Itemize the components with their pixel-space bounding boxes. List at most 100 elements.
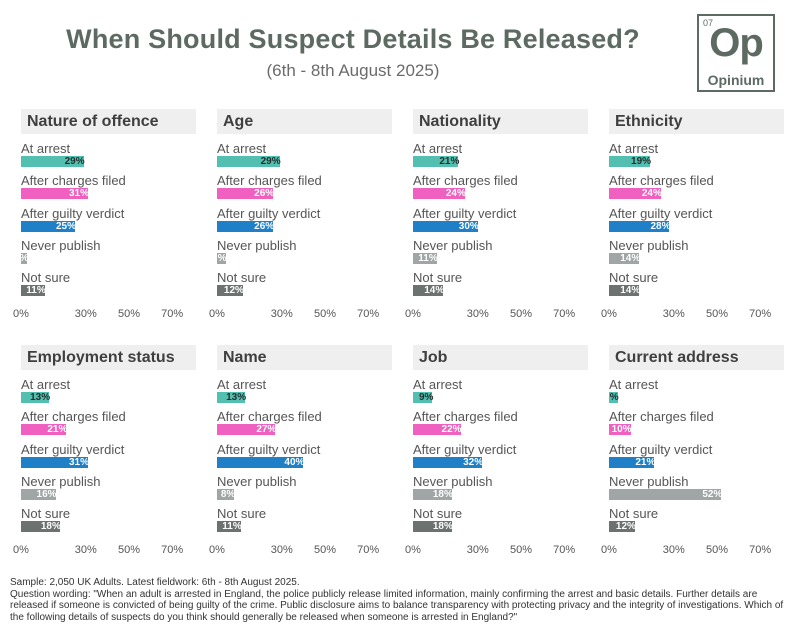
- bar-row-at-arrest: At arrest 29%: [217, 141, 392, 171]
- panel-current-address: Current address At arrest% After charges f…: [601, 345, 784, 556]
- data-label: 30%: [458, 220, 479, 232]
- bar-row-at-arrest: At arrest 13%: [21, 377, 196, 407]
- bar-after-charges-filed: [609, 424, 631, 436]
- x-tick-label: 30%: [74, 308, 97, 320]
- data-label: 14%: [424, 285, 445, 297]
- x-tick-label: 30%: [74, 544, 97, 556]
- category-label: Not sure: [217, 506, 267, 522]
- bar-row-not-sure: Not sure 14%: [413, 270, 588, 300]
- x-tick-label: 50%: [509, 544, 533, 556]
- category-label: After charges filed: [21, 409, 126, 425]
- data-label: 10%: [611, 424, 632, 436]
- x-tick-label: 30%: [662, 544, 685, 556]
- data-label: 27%: [256, 424, 277, 436]
- category-label: Never publish: [21, 237, 101, 253]
- category-label: Never publish: [413, 237, 493, 253]
- x-tick-label: 50%: [705, 544, 729, 556]
- bar-row-after-charges-filed: After charges filed 21%: [21, 409, 196, 439]
- bar-at-arrest: [21, 156, 84, 167]
- bar-after-charges-filed: [21, 424, 67, 436]
- category-label: Never publish: [21, 473, 101, 489]
- bar-row-never-publish: Never publish 18%: [413, 474, 588, 504]
- data-label: 14%: [620, 252, 641, 264]
- bar-not-sure: [609, 285, 640, 297]
- data-label: 13%: [30, 392, 51, 403]
- bar-row-never-publish: Never publish 14%: [609, 238, 784, 268]
- footnote: Sample: 2,050 UK Adults. Latest fieldwor…: [10, 577, 790, 623]
- data-label: 24%: [445, 188, 466, 200]
- bar-at-arrest: [609, 156, 651, 167]
- category-label: After charges filed: [413, 409, 518, 425]
- data-label: 11%: [26, 285, 46, 297]
- bar-not-sure: [21, 285, 45, 297]
- panel-title: Name: [217, 345, 392, 370]
- bar-after-charges-filed: [21, 188, 88, 200]
- x-tick-label: 30%: [270, 308, 293, 320]
- bar-after-guilty-verdict: [217, 456, 304, 468]
- category-label: Not sure: [21, 506, 71, 522]
- bar-never-publish: [609, 488, 722, 500]
- bar-row-never-publish: Never publish%: [217, 238, 392, 268]
- data-label: 18%: [432, 488, 453, 500]
- bar-after-charges-filed: [413, 188, 465, 200]
- data-label: 28%: [650, 220, 671, 232]
- x-tick-label: 0%: [405, 544, 421, 556]
- data-label: 19%: [631, 156, 652, 167]
- x-tick-label: 50%: [705, 308, 729, 320]
- bar-after-guilty-verdict: [413, 220, 478, 232]
- bar-never-publish: [21, 488, 56, 500]
- x-tick-label: 0%: [405, 308, 421, 320]
- category-label: After guilty verdict: [21, 205, 125, 221]
- data-label: 12%: [223, 285, 244, 297]
- category-label: At arrest: [21, 377, 71, 392]
- bar-at-arrest: [413, 392, 433, 403]
- panel-title: Employment status: [21, 345, 196, 370]
- bar-never-publish: [217, 252, 226, 264]
- bar-at-arrest: [609, 392, 618, 403]
- data-label: 31%: [68, 188, 89, 200]
- data-label: 12%: [615, 521, 636, 533]
- data-label: 26%: [254, 188, 275, 200]
- bar-row-at-arrest: At arrest 9%: [413, 377, 588, 407]
- category-label: Never publish: [413, 473, 493, 489]
- bar-row-after-guilty-verdict: After guilty verdict 40%: [217, 442, 392, 472]
- category-label: Not sure: [609, 506, 659, 522]
- data-label: 29%: [64, 156, 85, 167]
- x-tick-label: 30%: [662, 308, 685, 320]
- x-axis: 0% 30% 50% 70%: [601, 308, 784, 322]
- bar-at-arrest: [217, 156, 280, 167]
- data-label: 21%: [635, 456, 656, 468]
- panel-age: Age At arrest 29% After charges filed 26% Aft…: [209, 109, 392, 320]
- category-label: At arrest: [21, 141, 71, 156]
- bar-row-at-arrest: At arrest 19%: [609, 141, 784, 171]
- x-tick-label: 70%: [161, 308, 184, 320]
- bar-row-after-guilty-verdict: After guilty verdict 30%: [413, 206, 588, 236]
- data-label: 11%: [222, 521, 242, 533]
- category-label: After charges filed: [21, 173, 126, 189]
- panel-title: Age: [217, 109, 392, 134]
- data-label: 40%: [284, 456, 305, 468]
- x-tick-label: 50%: [117, 308, 141, 320]
- bar-row-never-publish: Never publish%: [20, 237, 196, 268]
- footnote-sample: Sample: 2,050 UK Adults. Latest fieldwor…: [10, 577, 300, 588]
- bar-row-after-charges-filed: After charges filed 22%: [413, 409, 588, 439]
- chart-subtitle: (6th - 8th August 2025): [266, 61, 440, 80]
- bar-at-arrest: [217, 392, 246, 403]
- category-label: Not sure: [21, 270, 71, 286]
- panel-title: Job: [413, 345, 588, 370]
- panel-name: Name At arrest 13% After charges filed 27% Af…: [209, 345, 392, 556]
- category-label: Not sure: [413, 270, 463, 286]
- bar-row-after-guilty-verdict: After guilty verdict 25%: [21, 206, 196, 236]
- x-tick-label: 70%: [749, 544, 772, 556]
- bar-row-at-arrest: At arrest 29%: [21, 141, 196, 171]
- bar-row-not-sure: Not sure 14%: [609, 270, 784, 300]
- category-label: At arrest: [609, 141, 659, 156]
- data-label: 21%: [47, 424, 68, 436]
- category-label: Not sure: [413, 506, 463, 522]
- footnote-question-wording: Question wording: "When an adult is arre…: [10, 588, 784, 623]
- bar-row-after-charges-filed: After charges filed 26%: [217, 173, 392, 203]
- bar-row-at-arrest: At arrest 13%: [217, 377, 392, 407]
- panel-title: Current address: [609, 345, 784, 370]
- x-tick-label: 30%: [466, 544, 489, 556]
- bar-after-guilty-verdict: [609, 220, 670, 232]
